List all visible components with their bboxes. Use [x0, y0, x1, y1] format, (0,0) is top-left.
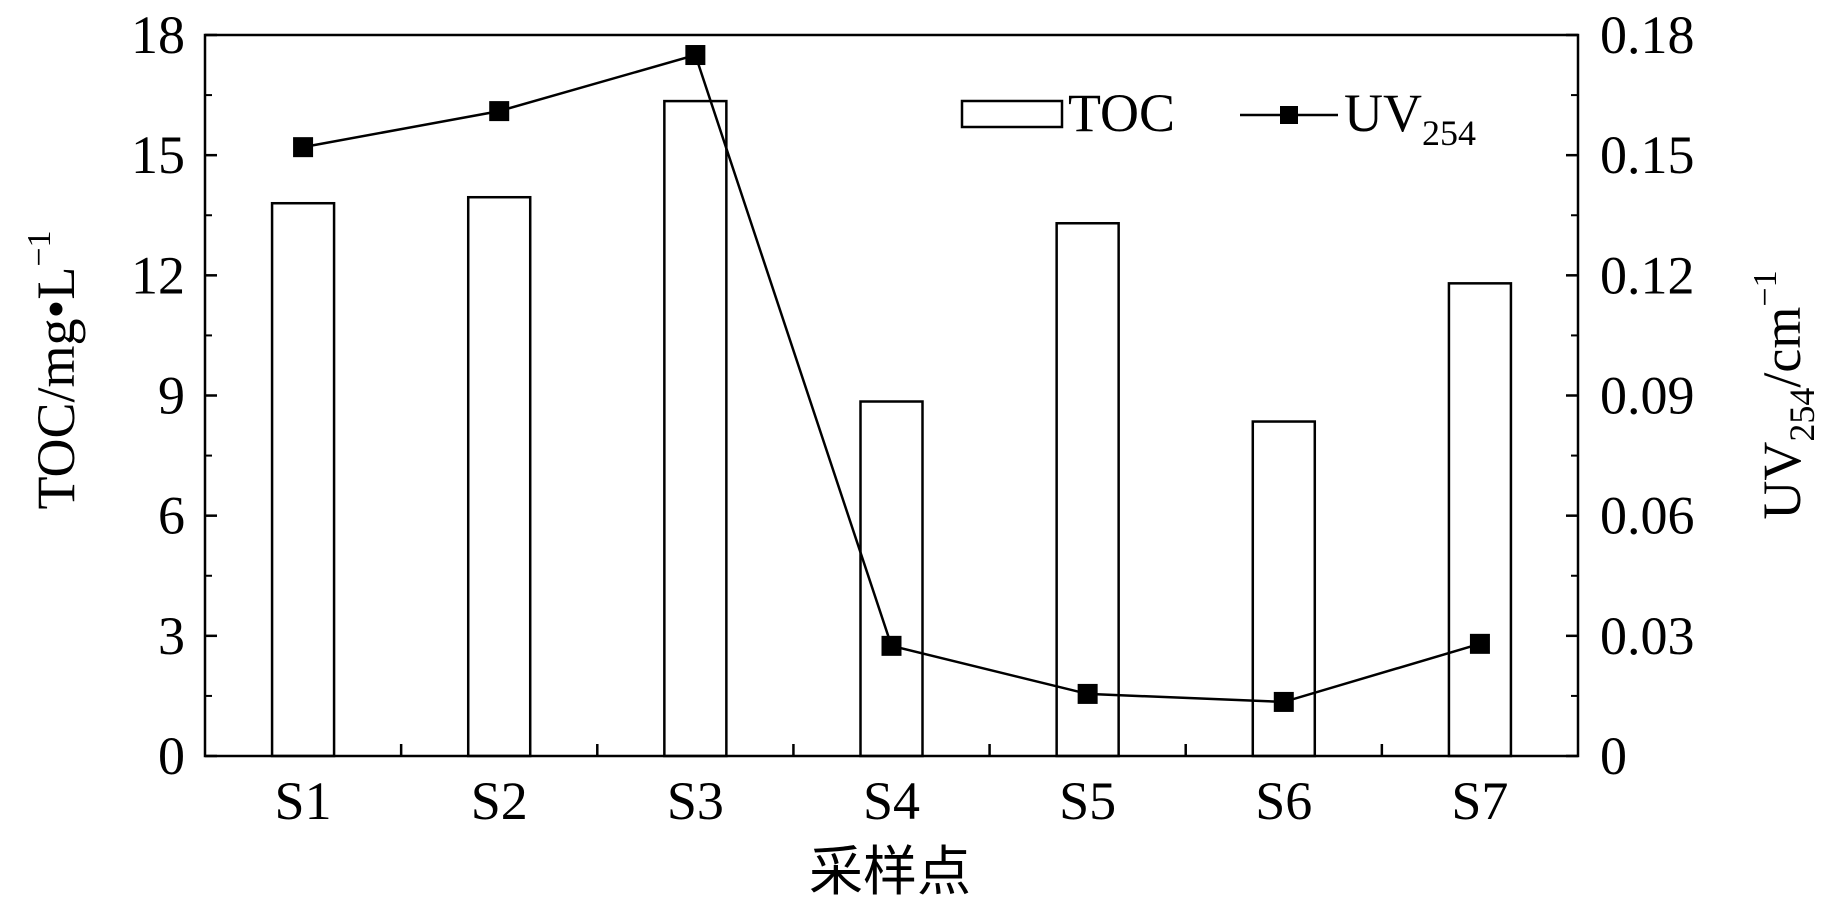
y-axis-right-title: UV254/cm−1 — [1747, 270, 1822, 519]
x-tick-label-s7: S7 — [1451, 771, 1508, 831]
uv254-point-s2 — [489, 101, 510, 122]
legend-line-label-base: UV — [1344, 83, 1422, 143]
legend-bar-label: TOC — [1068, 83, 1175, 143]
y-axis-right-title-sup: −1 — [1747, 270, 1784, 306]
y-axis-right-title-tail: /cm — [1752, 307, 1812, 388]
uv254-point-s4 — [881, 635, 902, 656]
y-right-tick-label-1: 0.03 — [1600, 606, 1695, 666]
y-axis-left-title: TOC/mg•L−1 — [21, 230, 86, 509]
uv254-point-s3 — [685, 45, 706, 66]
uv254-point-s5 — [1077, 683, 1098, 704]
legend-line-label: UV254 — [1344, 83, 1476, 153]
y-left-tick-label-3: 3 — [158, 606, 185, 666]
y-axis-left-title-base: TOC/mg•L — [26, 267, 86, 510]
x-tick-label-s2: S2 — [471, 771, 528, 831]
y-axis-right-title-base: UV — [1752, 442, 1812, 520]
legend-bar-swatch — [960, 99, 1064, 129]
uv254-point-s7 — [1469, 633, 1490, 654]
bar-s7 — [1447, 282, 1513, 758]
y-left-tick-label-15: 15 — [131, 125, 185, 185]
y-right-tick-label-4: 0.12 — [1600, 245, 1695, 305]
bar-s3 — [663, 99, 728, 758]
x-tick-label-s4: S4 — [863, 771, 920, 831]
y-right-tick-label-2: 0.06 — [1600, 486, 1695, 546]
bar-s4 — [859, 400, 924, 758]
y-left-tick-label-9: 9 — [158, 366, 185, 426]
x-tick-label-s6: S6 — [1255, 771, 1312, 831]
x-tick-label-s1: S1 — [275, 771, 332, 831]
legend-line-label-sub: 254 — [1422, 113, 1476, 153]
y-right-tick-label-5: 0.15 — [1600, 125, 1695, 185]
bar-s2 — [466, 195, 532, 758]
y-right-tick-label-3: 0.09 — [1600, 366, 1695, 426]
legend-line-marker — [1280, 106, 1298, 124]
x-axis-title: 采样点 — [809, 842, 971, 902]
uv254-point-s1 — [293, 137, 314, 158]
y-left-tick-label-12: 12 — [131, 245, 185, 305]
x-tick-label-s3: S3 — [667, 771, 724, 831]
legend: TOC UV254 — [960, 83, 1476, 153]
x-tick-label-s5: S5 — [1059, 771, 1116, 831]
bar-s5 — [1055, 222, 1120, 758]
y-left-tick-label-6: 6 — [158, 486, 185, 546]
y-left-tick-label-18: 18 — [131, 5, 185, 65]
y-axis-right-title-sub: 254 — [1782, 388, 1822, 442]
bar-s1 — [270, 201, 336, 758]
y-axis-left-title-sup: −1 — [21, 230, 58, 266]
y-right-tick-label-0: 0 — [1600, 726, 1627, 786]
uv254-point-s6 — [1273, 691, 1294, 712]
y-right-tick-label-6: 0.18 — [1600, 5, 1695, 65]
y-left-tick-label-0: 0 — [158, 726, 185, 786]
